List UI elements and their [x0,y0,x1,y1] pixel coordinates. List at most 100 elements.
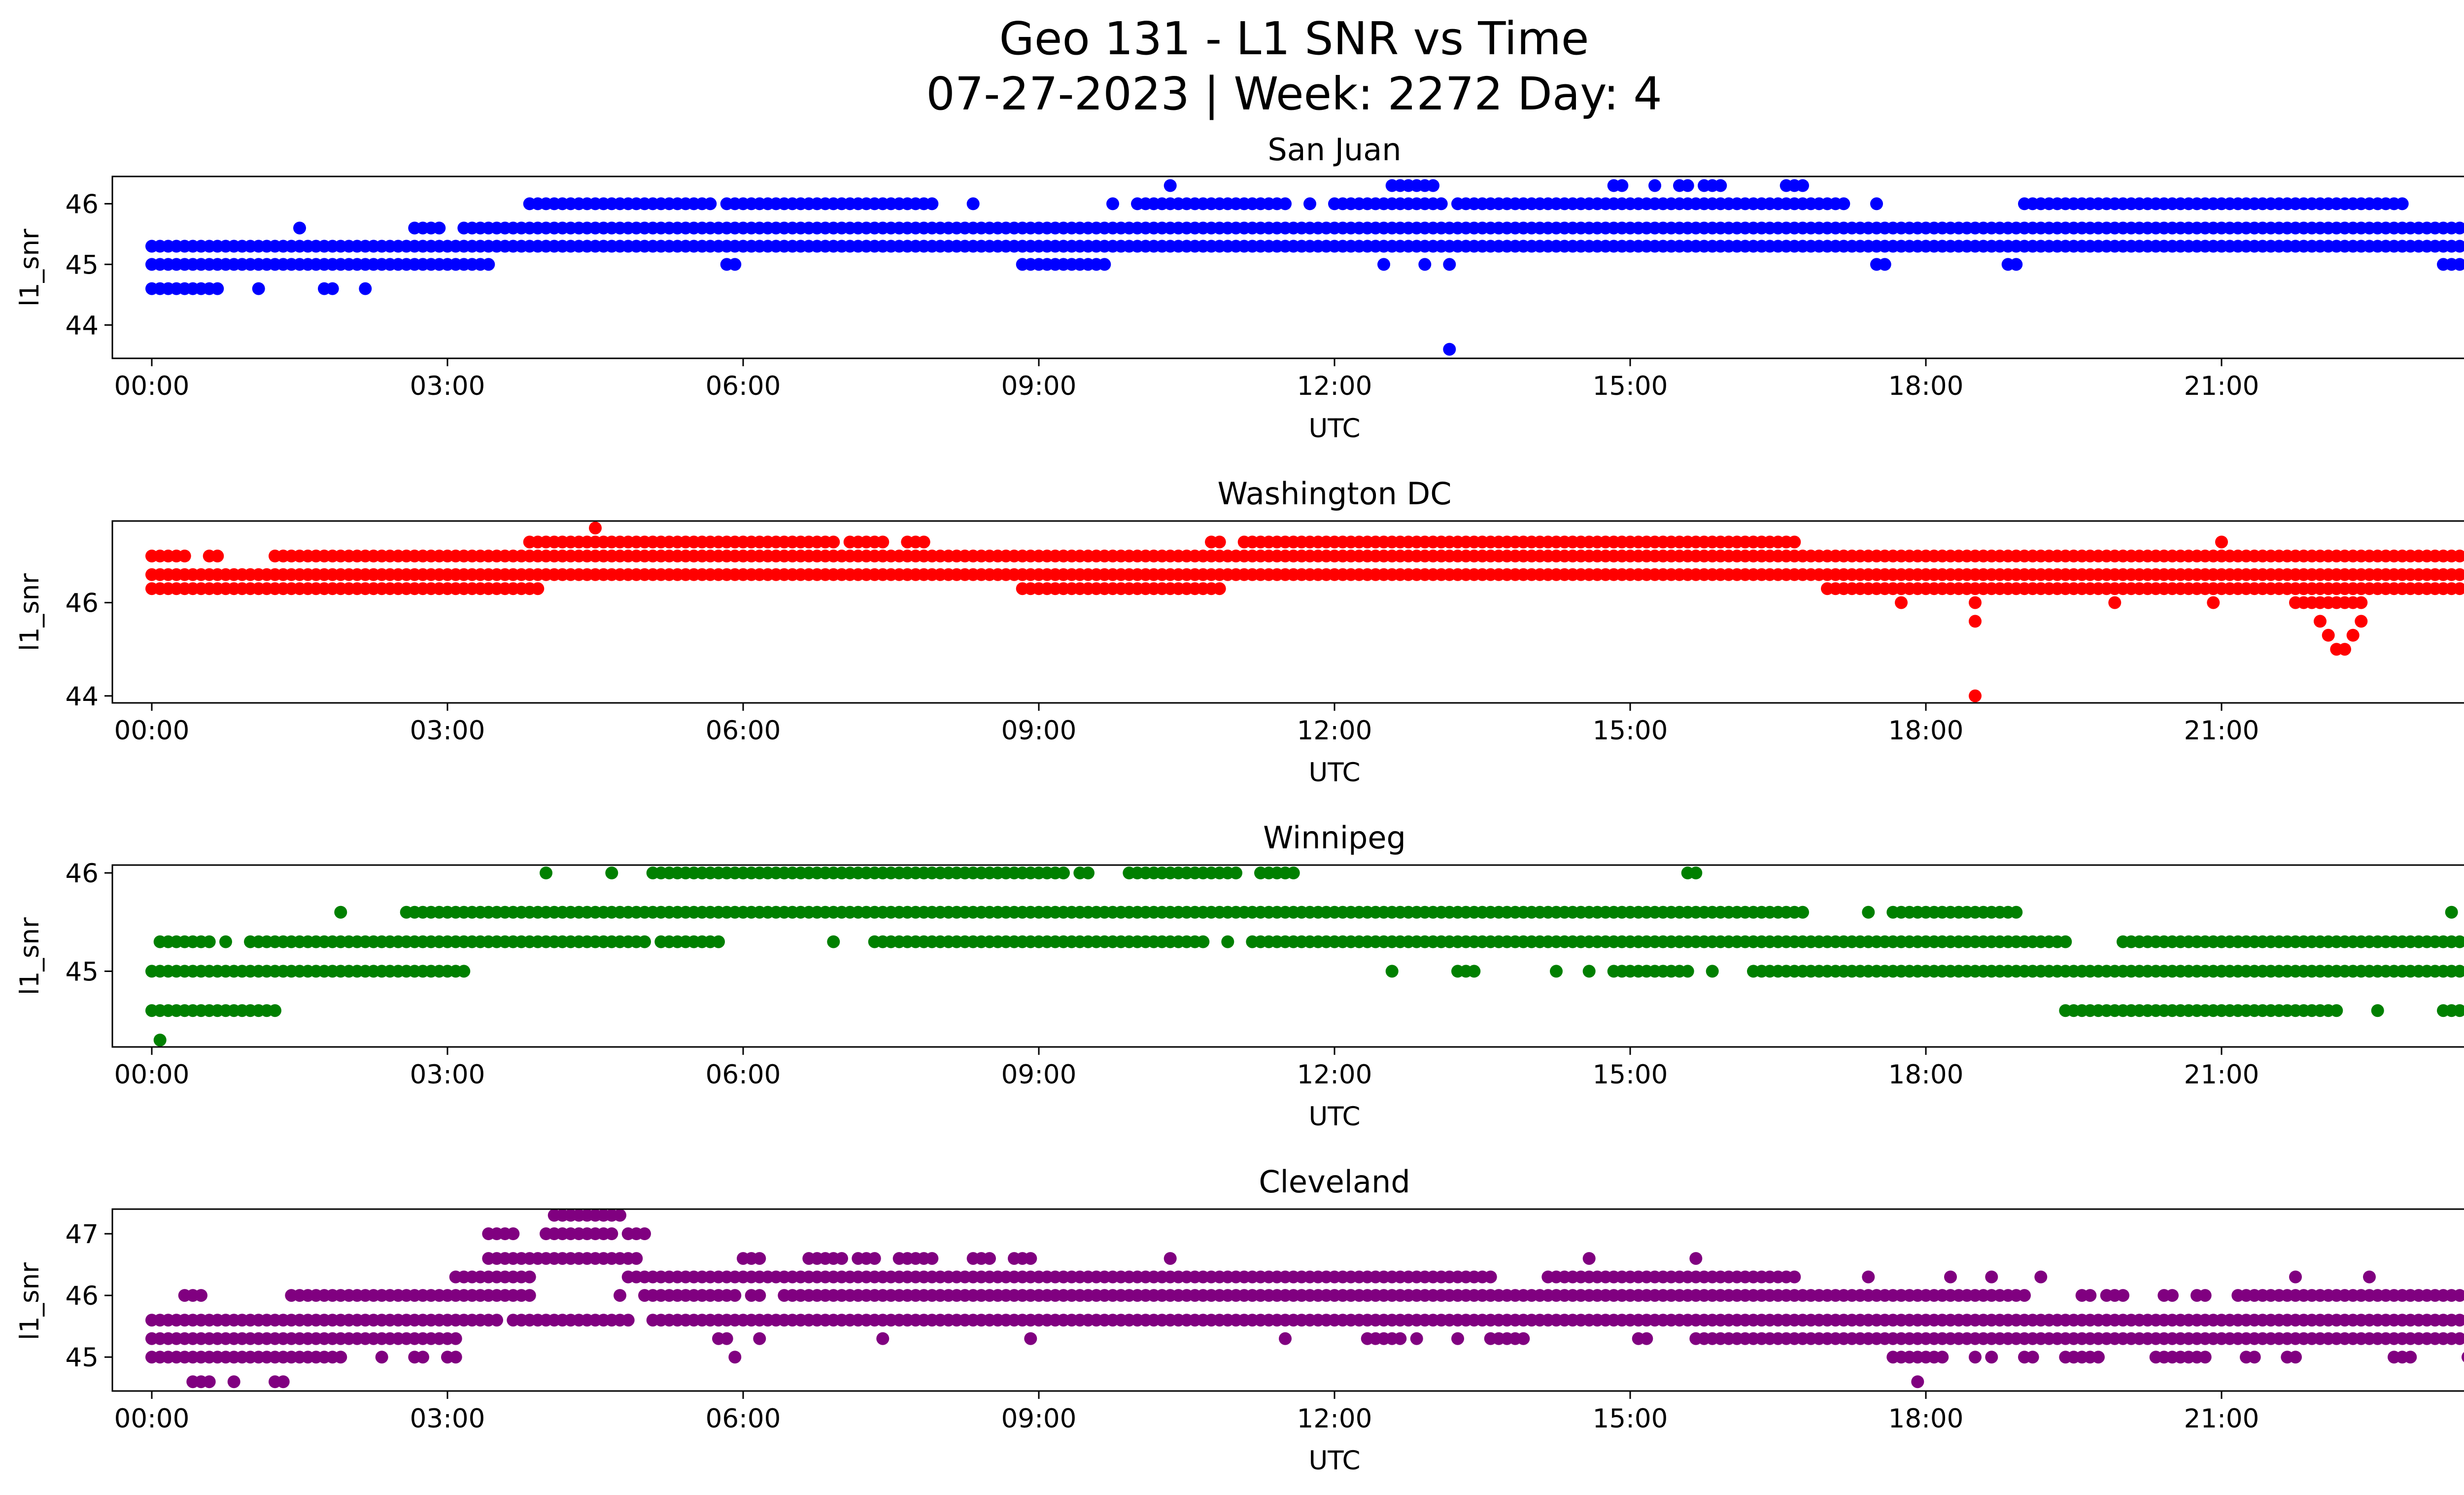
x-tick-label: 06:00 [706,1404,781,1434]
data-point [753,1289,766,1302]
y-axis-label: l1_snr [15,917,45,995]
x-tick-label: 09:00 [1001,1060,1077,1090]
data-point [293,221,306,235]
data-point [1788,535,1801,549]
data-point [1213,535,1226,549]
subplot-title: Cleveland [1259,1164,1410,1200]
x-tick-label: 15:00 [1593,1404,1668,1434]
data-point [2108,596,2122,609]
data-point [753,1252,766,1265]
data-point [449,1332,462,1345]
x-tick-label: 21:00 [2184,716,2259,746]
data-point [1197,935,1210,948]
data-point [1615,179,1629,192]
data-point [1640,1332,1653,1345]
x-tick-label: 00:00 [114,716,190,746]
data-point [416,1351,429,1364]
x-tick-label: 09:00 [1001,716,1077,746]
data-point [2322,628,2335,642]
x-tick-label: 06:00 [706,716,781,746]
data-point [2198,1351,2212,1364]
data-point [1870,197,1883,210]
data-point [2462,583,2464,594]
x-tick-label: 12:00 [1297,716,1372,746]
data-point [605,1227,618,1240]
plot-san-juan: 00:00 03:00 06:00 09:00 12:00 15:00 18:00 21:00… [66,175,2464,401]
data-point [178,550,191,562]
data-point [2330,1004,2343,1017]
plot-winnipeg: 00:00 03:00 06:00 09:00 12:00 15:00 18:00 21:00… [66,859,2464,1090]
data-point [2289,1270,2302,1284]
data-point [1878,258,1891,271]
data-point [1550,965,1563,978]
subplot-cleveland: Cleveland UTC l1_snr [15,1164,1410,1476]
figure-title-line-2: 07-27-2023 | Week: 2272 Day: 4 [926,68,1662,120]
data-point [1837,197,1850,210]
data-points [145,522,2464,702]
x-tick-label: 03:00 [410,371,485,401]
data-point [523,1289,536,1302]
data-point [2215,535,2228,549]
data-point [1451,1332,1464,1345]
data-point [1082,867,1095,879]
data-point [433,221,446,235]
data-point [638,1227,651,1240]
x-tick-label: 21:00 [2184,1060,2259,1090]
x-axis-label: UTC [1308,1446,1360,1476]
data-point [621,1314,635,1327]
data-point [917,535,930,549]
y-tick-label: 46 [66,1281,99,1311]
y-tick-label: 45 [66,957,99,987]
data-point [1681,965,1694,978]
data-point [2198,1289,2212,1302]
data-point [2462,966,2464,976]
data-point [211,550,224,562]
data-point [2117,1289,2129,1302]
data-point [2355,615,2368,628]
data-point [2314,615,2327,628]
x-tick-label: 12:00 [1297,371,1372,401]
data-point [1303,197,1316,210]
data-point [1985,1351,1998,1364]
data-point [827,935,840,948]
data-point [2010,258,2023,271]
data-point [2453,965,2464,978]
data-point [2396,197,2409,210]
x-tick-label: 00:00 [114,371,190,401]
y-tick-label: 44 [66,311,99,341]
data-point [1106,197,1119,210]
data-point [1221,935,1234,948]
data-point [712,935,725,948]
x-tick-label: 18:00 [1888,716,1964,746]
data-point [326,282,339,295]
data-point [2453,221,2464,235]
data-point [1385,965,1399,978]
data-point [2462,569,2464,580]
data-point [153,1034,167,1046]
x-tick-label: 09:00 [1001,371,1077,401]
data-point [2462,259,2464,270]
data-points [145,1209,2464,1389]
data-point [490,1314,503,1327]
y-tick-label: 44 [66,682,99,712]
data-point [983,1252,996,1265]
data-point [827,535,840,549]
data-points [145,867,2464,1046]
data-point [375,1351,388,1364]
data-point [2453,550,2464,562]
x-tick-label: 06:00 [706,1060,781,1090]
data-point [1279,1332,1292,1345]
data-point [2453,240,2464,253]
y-axis-label: l1_snr [15,573,45,651]
x-tick-label: 18:00 [1888,371,1964,401]
data-point [1468,965,1481,978]
x-tick-label: 06:00 [706,371,781,401]
data-point [2026,1351,2039,1364]
data-point [1517,1332,1530,1345]
x-tick-label: 09:00 [1001,1404,1077,1434]
data-point [605,867,618,879]
data-point [2453,258,2464,271]
data-point [2346,628,2360,642]
x-tick-label: 00:00 [114,1404,190,1434]
